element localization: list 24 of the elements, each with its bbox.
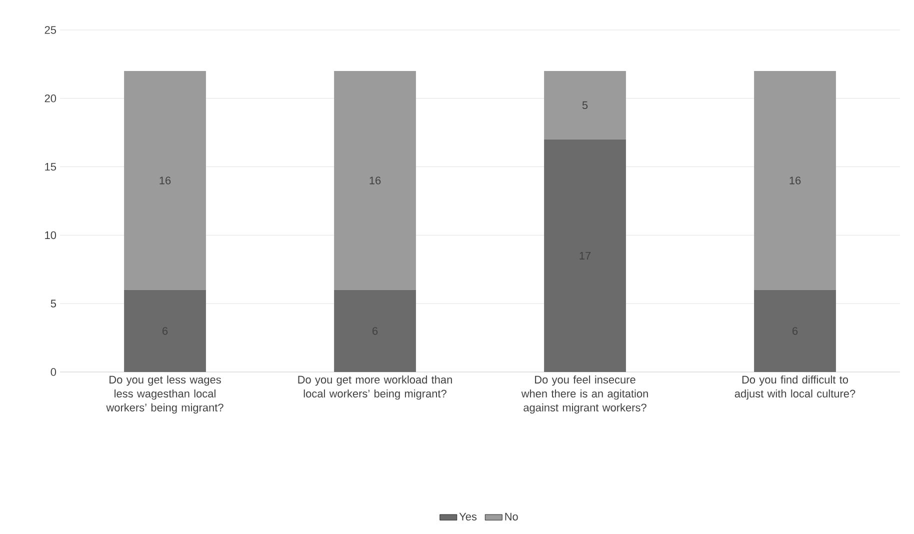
y-tick-label: 20 [44,94,56,102]
bar [754,71,836,290]
bar [754,290,836,372]
y-tick-label: 5 [50,300,56,308]
x-tick-label: Do you get less wages less wagesthan local workers’ being migrant? [106,376,224,414]
bar [544,139,626,372]
legend-label: No [505,512,518,520]
y-tick-label: 15 [45,162,56,171]
bar [334,290,416,372]
data-label: 16 [790,176,801,184]
x-tick-label: Do you feel insecure when there is an agitation against migrant workers? [521,376,648,414]
data-label: 16 [370,176,381,184]
data-label: 16 [160,176,171,184]
y-tick-label: 0 [50,368,56,376]
x-tick-label: Do you get more workload than local workers’ being migrant? [298,376,452,400]
y-tick-label: 25 [44,26,56,34]
bar [124,290,206,372]
y-tick-label: 10 [45,231,56,240]
x-tick-label: Do you find difficult to adjust with local culture? [734,376,856,400]
data-label: 5 [582,101,588,110]
legend-label: Yes [459,512,477,520]
bar [124,71,206,290]
bar [334,71,416,290]
bar [544,71,626,140]
